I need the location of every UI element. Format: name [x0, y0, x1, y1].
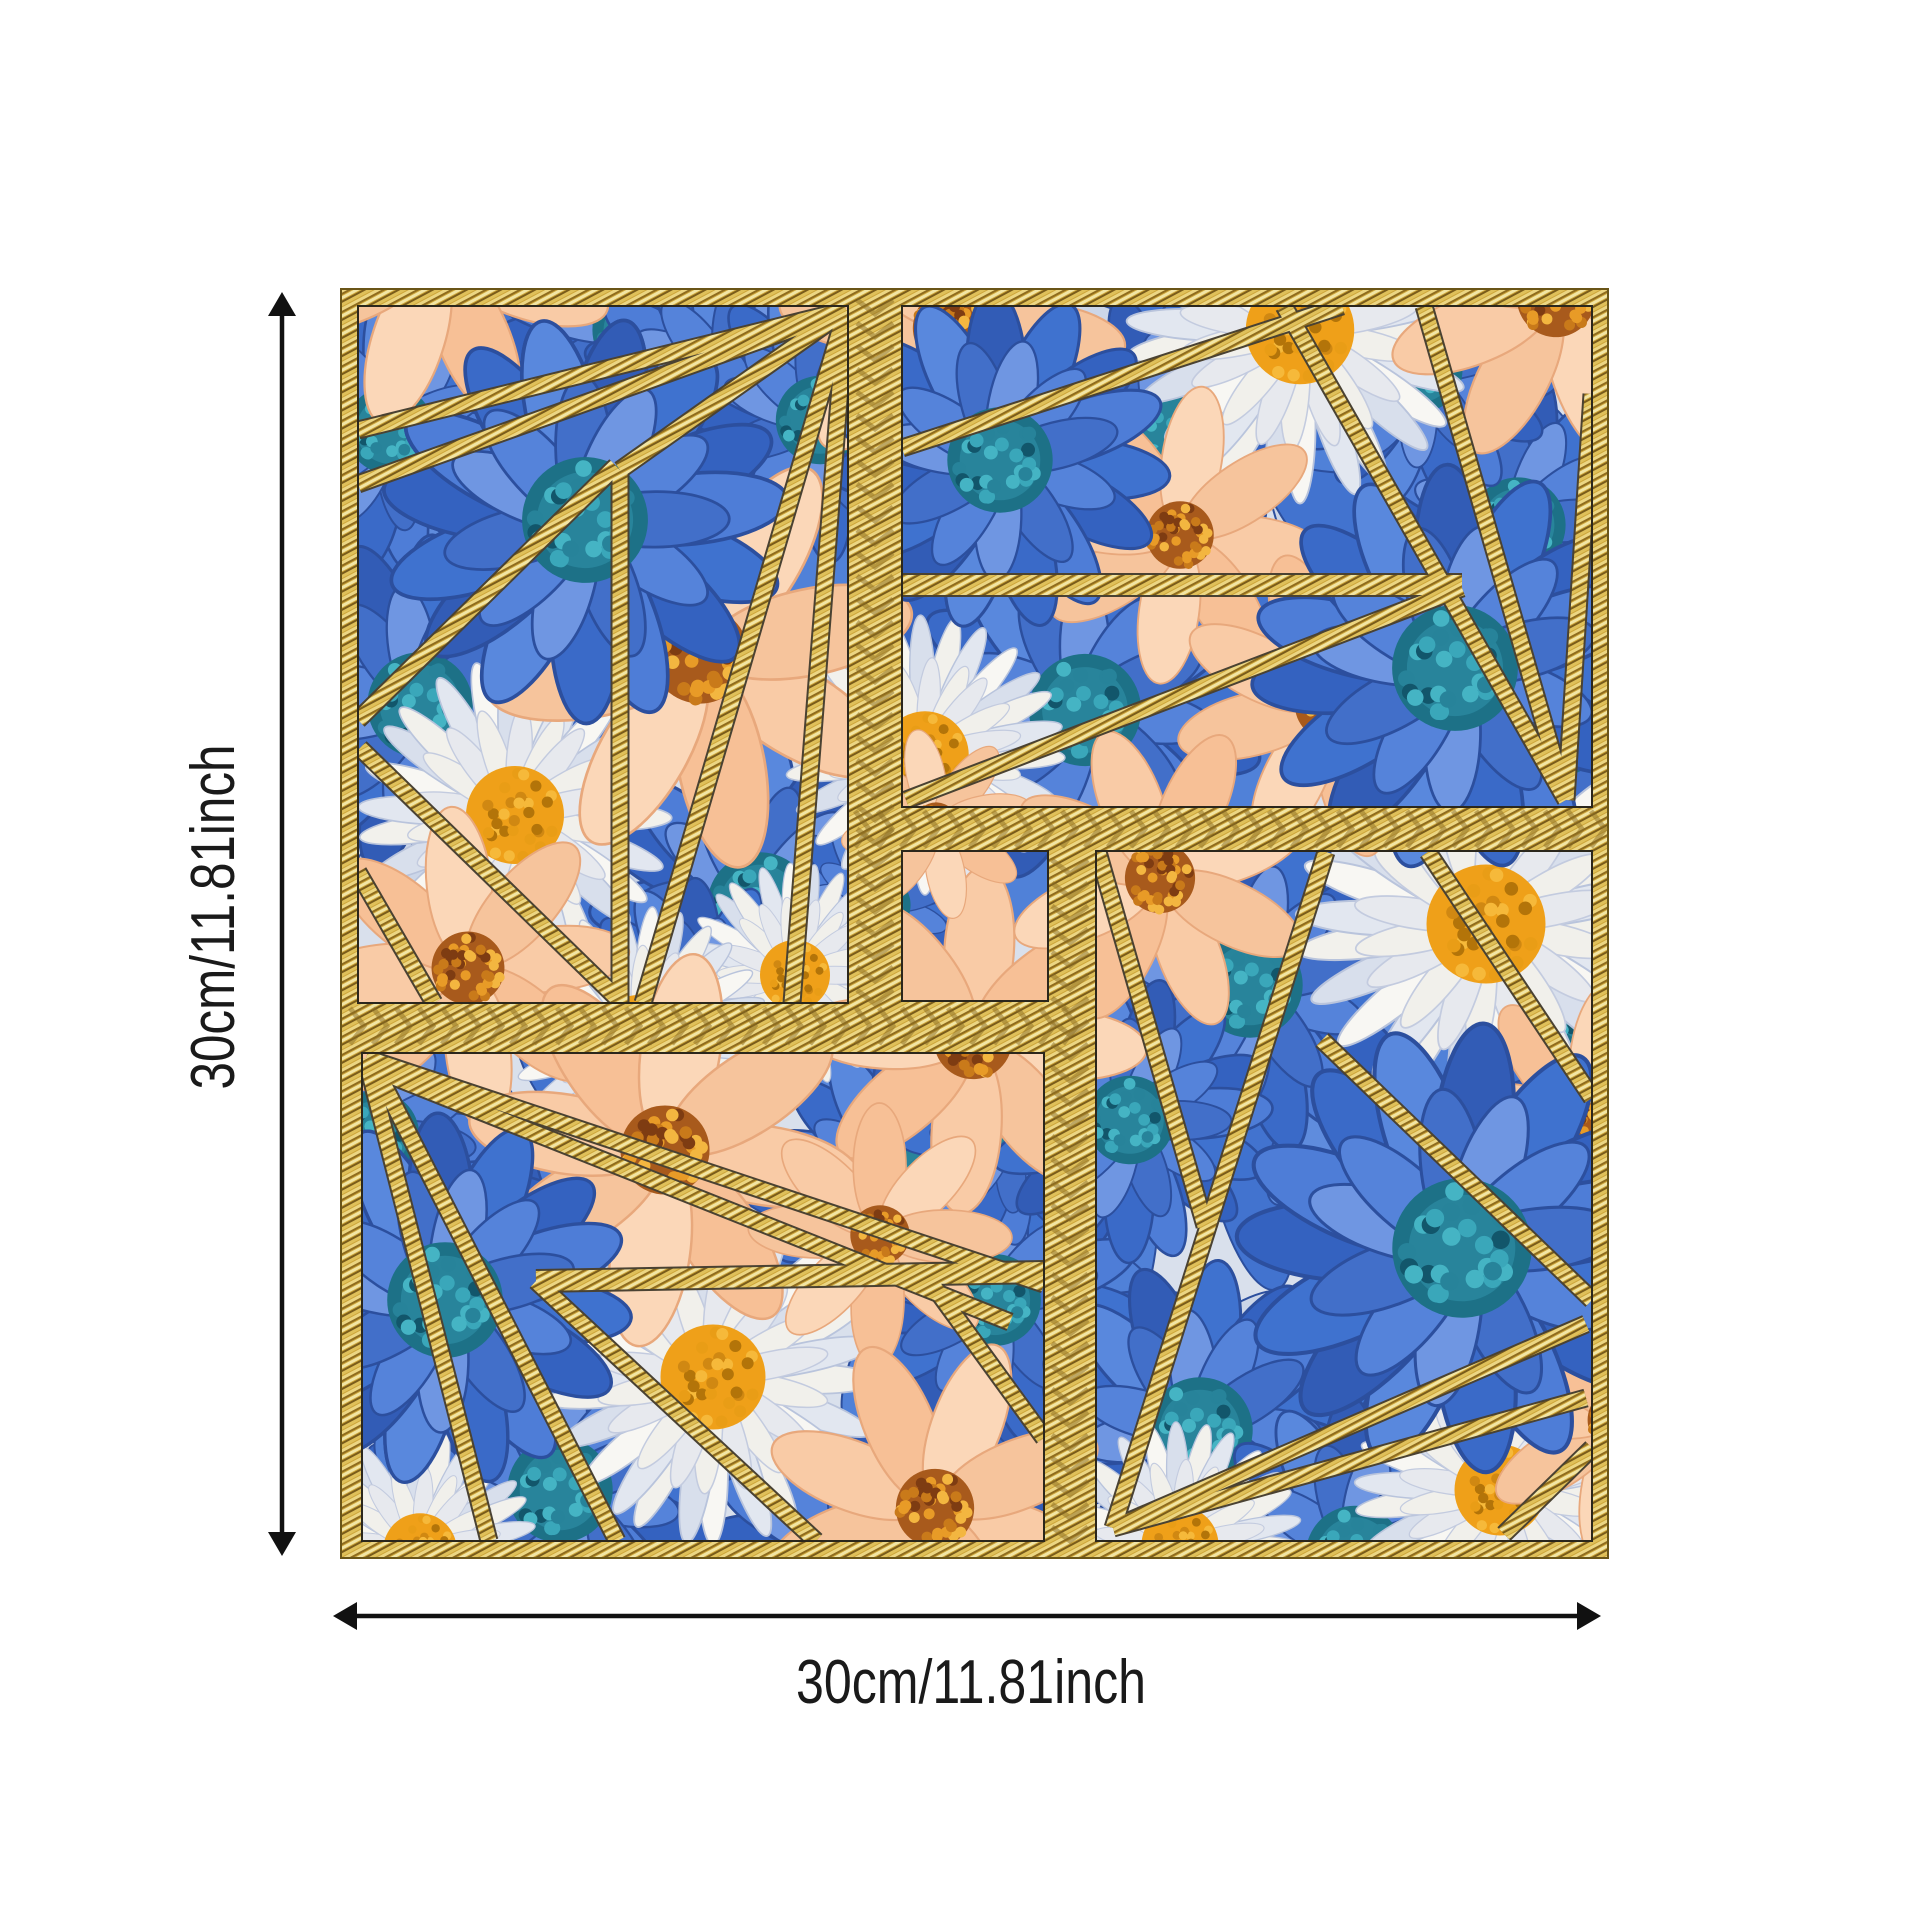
svg-text:30cm/11.81inch: 30cm/11.81inch	[179, 745, 248, 1090]
svg-text:30cm/11.81inch: 30cm/11.81inch	[796, 1648, 1146, 1717]
